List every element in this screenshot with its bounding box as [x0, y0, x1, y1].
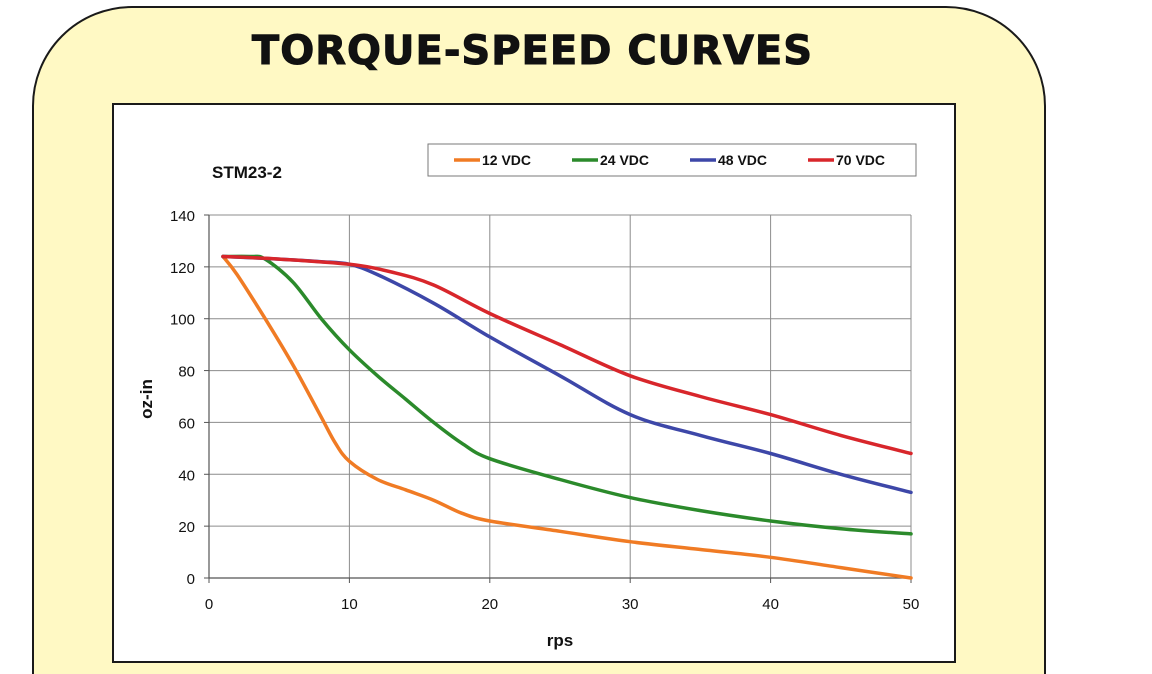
y-axis-label: oz-in	[137, 379, 156, 419]
y-tick-label: 60	[178, 415, 195, 432]
torque-speed-chart: 0 20 40 60 80 100 120 140 0 10 20 30 40 50 STM23-2 12…	[137, 143, 919, 650]
y-tick-label: 80	[178, 364, 195, 381]
chart-title: STM23-2	[212, 163, 282, 182]
chart-frame: 0 20 40 60 80 100 120 140 0 10 20 30 40 50 STM23-2 12…	[112, 103, 956, 663]
page-title: TORQUE-SPEED CURVES	[251, 28, 814, 75]
x-tick-label: 30	[622, 596, 639, 613]
y-tick-label: 40	[178, 467, 195, 484]
y-tick-label: 20	[178, 519, 195, 536]
legend: 12 VDC 24 VDC 48 VDC 70 VDC	[427, 143, 917, 177]
y-tick-label: 140	[170, 208, 195, 225]
x-tick-label: 50	[903, 596, 920, 613]
series-line-12-vdc	[221, 254, 913, 580]
series-lines	[221, 254, 913, 580]
x-tick-label: 10	[341, 596, 358, 613]
series-line-24-vdc	[221, 254, 913, 536]
legend-box	[427, 143, 917, 177]
legend-label-24-vdc: 24 VDC	[600, 152, 649, 168]
series-line-70-vdc	[221, 254, 913, 456]
y-tick-label: 0	[187, 571, 195, 588]
x-tick-label: 20	[481, 596, 498, 613]
y-tick-label: 120	[170, 260, 195, 277]
grid	[209, 214, 912, 578]
legend-label-70-vdc: 70 VDC	[836, 152, 885, 168]
y-tick-label: 100	[170, 312, 195, 329]
axes: 0 20 40 60 80 100 120 140 0 10 20 30 40 50	[170, 208, 919, 613]
x-axis-label: rps	[547, 631, 573, 650]
series-line-48-vdc	[221, 254, 913, 495]
legend-label-12-vdc: 12 VDC	[482, 152, 531, 168]
x-tick-label: 0	[205, 596, 213, 613]
legend-label-48-vdc: 48 VDC	[718, 152, 767, 168]
x-tick-label: 40	[762, 596, 779, 613]
